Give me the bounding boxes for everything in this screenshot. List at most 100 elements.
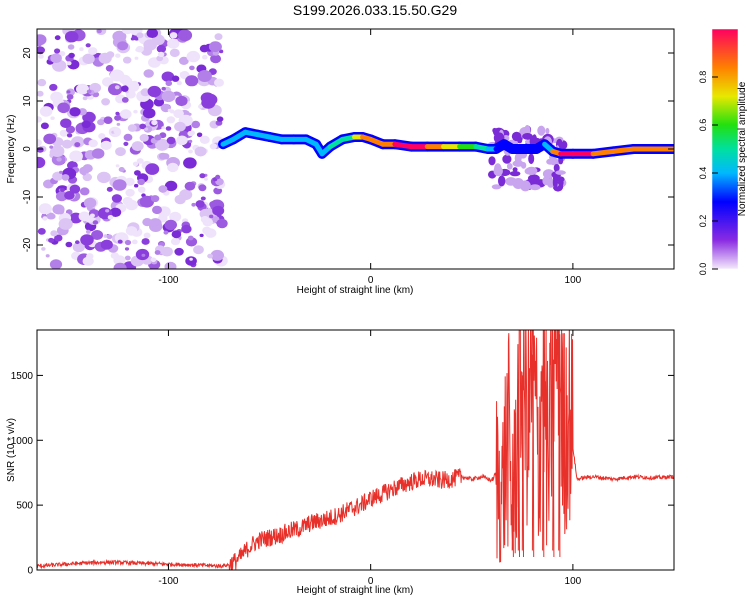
spectrogram-y-axis-label: Frequency (Hz) (6, 115, 17, 184)
noise-blob (38, 54, 44, 59)
noise-blob (45, 254, 50, 258)
noise-blob (86, 253, 94, 260)
noise-blob (154, 134, 162, 141)
noise-blob (37, 78, 47, 87)
noise-blob (117, 239, 123, 244)
spectrogram-x-axis-label: Height of straight line (km) (297, 285, 414, 296)
noise-blob (72, 242, 85, 253)
noise-blob (202, 226, 212, 235)
noise-blob (121, 97, 129, 103)
noise-blob (116, 122, 121, 126)
noise-blob (199, 173, 206, 179)
noise-blob (124, 247, 130, 251)
noise-blob (37, 228, 46, 235)
noise-blob (186, 50, 201, 63)
signal-scatter-blob (542, 169, 555, 179)
noise-blob (37, 146, 44, 153)
noise-blob (161, 86, 166, 91)
noise-blob (56, 157, 62, 162)
noise-blob (66, 133, 73, 138)
noise-blob (89, 213, 95, 218)
spectrogram-signal-layer (218, 125, 674, 192)
x-tick-label: 0 (368, 576, 374, 587)
noise-blob (64, 31, 79, 43)
noise-blob (124, 177, 135, 186)
x-tick-label: 100 (565, 275, 582, 286)
noise-blob (115, 111, 120, 116)
noise-blob (210, 54, 221, 64)
noise-blob (198, 184, 207, 192)
noise-blob (52, 171, 64, 181)
noise-blob (83, 197, 97, 209)
noise-blob (37, 116, 42, 123)
noise-blob (76, 83, 89, 95)
y-tick-label: 1000 (11, 436, 34, 447)
noise-blob (88, 47, 98, 55)
noise-blob (169, 109, 175, 114)
noise-blob (161, 90, 176, 103)
noise-blob (166, 136, 176, 145)
noise-blob (115, 53, 121, 58)
noise-blob (64, 191, 75, 200)
noise-blob (68, 52, 75, 59)
colorbar-tick-label: 0.0 (698, 263, 708, 276)
noise-blob (183, 157, 197, 169)
noise-blob (147, 85, 162, 98)
noise-blob (203, 177, 208, 181)
noise-blob (82, 96, 88, 101)
noise-blob (109, 69, 125, 82)
noise-blob (164, 180, 178, 192)
noise-blob (79, 47, 84, 52)
noise-blob (135, 48, 140, 52)
noise-blob (79, 187, 90, 196)
noise-blob (196, 132, 203, 138)
noise-blob (69, 150, 83, 162)
signal-scatter-blob (528, 153, 535, 165)
noise-blob (169, 32, 178, 39)
noise-blob (57, 208, 65, 215)
signal-scatter-blob (502, 154, 512, 164)
noise-blob (81, 171, 87, 176)
noise-blob (161, 126, 166, 130)
figure-title: S199.2026.033.15.50.G29 (292, 2, 458, 18)
noise-blob (112, 179, 127, 191)
noise-blob (96, 29, 102, 34)
signal-scatter-blob (512, 160, 524, 167)
noise-blob (45, 207, 52, 213)
noise-blob (121, 85, 129, 92)
noise-blob (139, 134, 149, 142)
noise-blob (50, 230, 58, 237)
noise-blob (137, 186, 146, 193)
noise-blob (157, 51, 165, 58)
noise-blob (66, 90, 71, 94)
noise-blob (69, 107, 81, 117)
noise-blob (37, 90, 44, 97)
signal-ridge-segment (392, 141, 414, 150)
noise-blob (114, 85, 120, 90)
noise-blob (37, 34, 47, 46)
noise-blob (125, 226, 138, 236)
noise-blob (117, 41, 129, 51)
noise-blob (49, 149, 56, 155)
noise-blob (40, 122, 49, 130)
noise-blob (164, 261, 177, 269)
signal-scatter-blob (506, 163, 513, 170)
noise-blob (143, 232, 151, 239)
noise-blob (142, 108, 156, 119)
colorbar-label: Normalized spectral amplitude (737, 81, 748, 216)
noise-blob (37, 46, 45, 55)
noise-blob (131, 141, 144, 152)
noise-blob (101, 98, 110, 106)
signal-scatter-blob (529, 184, 541, 191)
noise-blob (141, 238, 150, 245)
noise-blob (82, 53, 95, 64)
x-tick-label: 100 (565, 576, 582, 587)
noise-blob (213, 187, 223, 195)
noise-blob (199, 135, 210, 144)
noise-blob (166, 116, 176, 124)
spectrogram-x-ticks: -100 0 100 (158, 29, 582, 286)
noise-blob (175, 95, 188, 107)
y-tick-label: 0 (22, 146, 33, 152)
